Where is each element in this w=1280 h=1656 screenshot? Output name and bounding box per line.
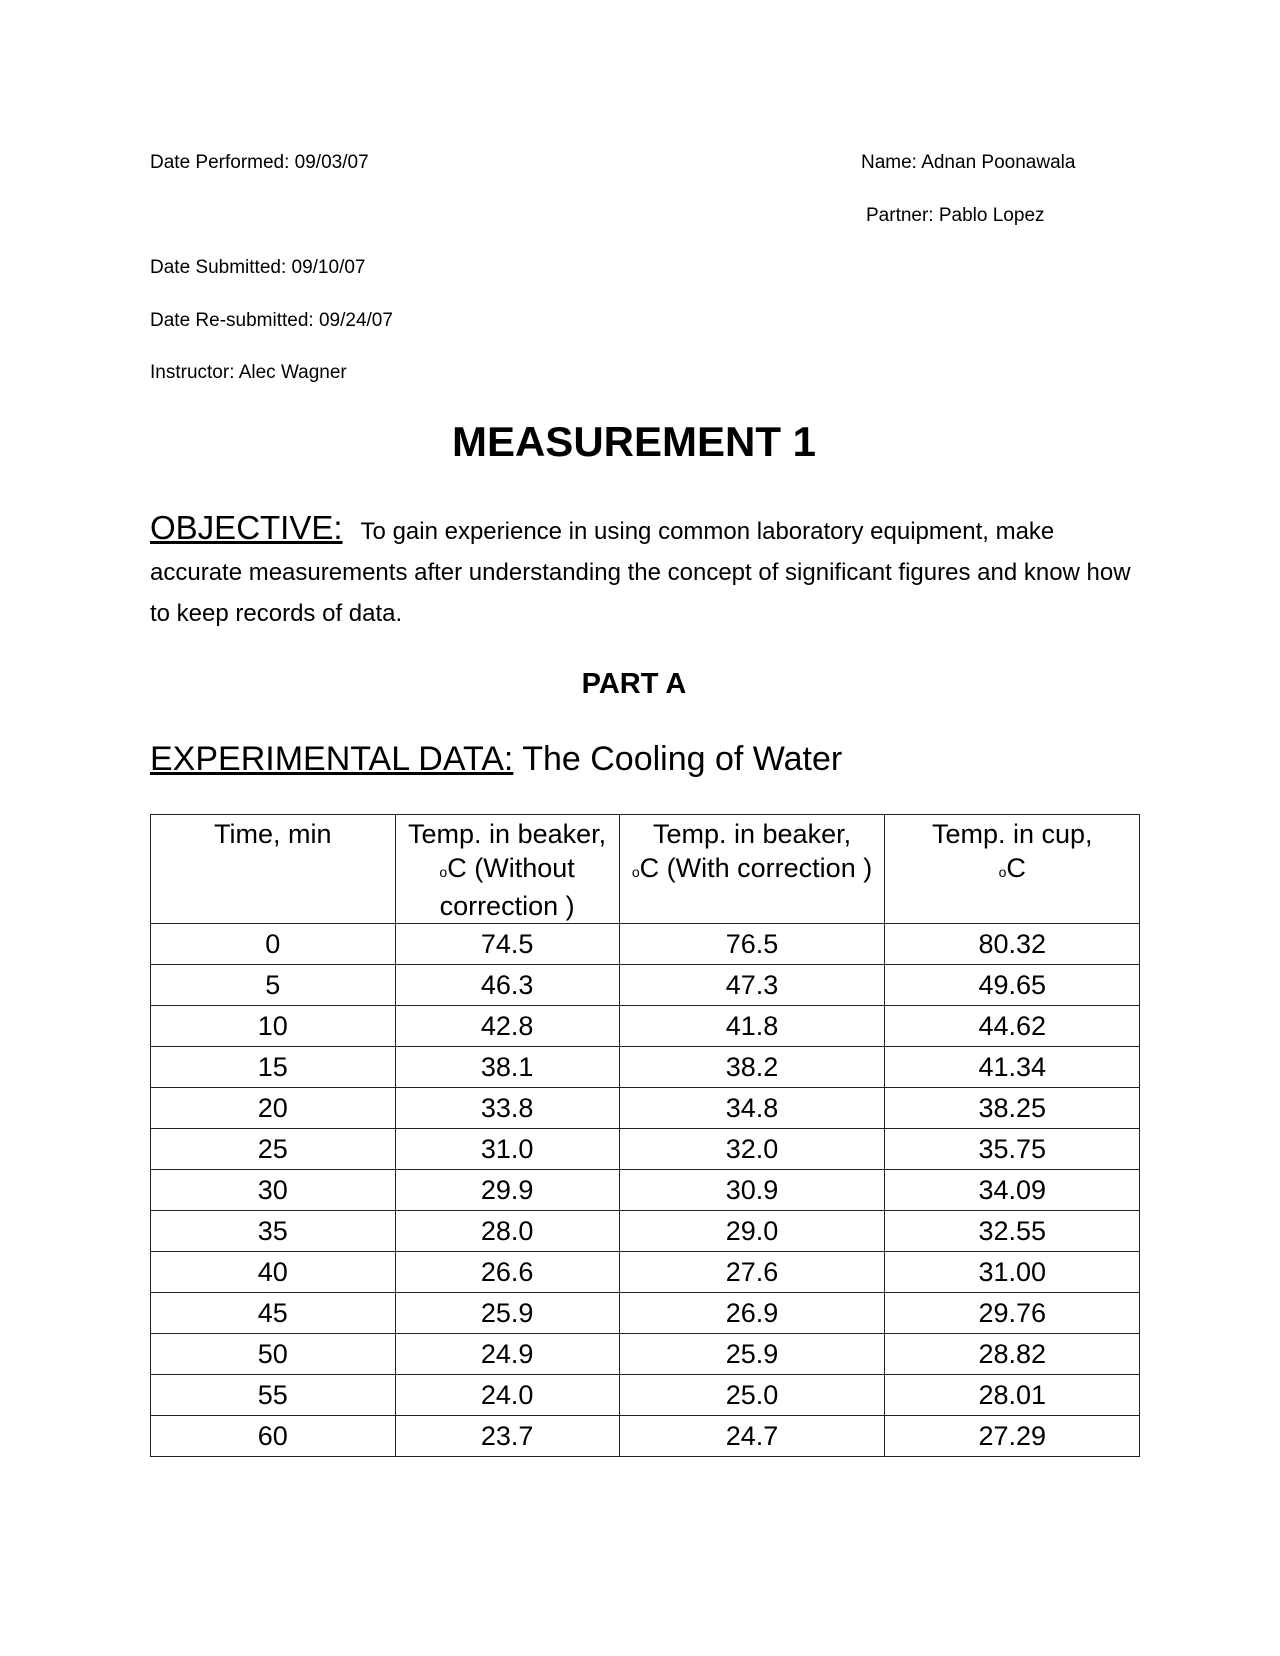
table-cell: 45 [150, 1292, 396, 1334]
table-cell: 49.65 [884, 964, 1140, 1006]
table-row: 0 74.5 76.5 80.32 [150, 923, 1140, 965]
table-cell: 76.5 [618, 923, 886, 965]
table-cell: 80.32 [884, 923, 1140, 965]
table-cell: 33.8 [394, 1087, 620, 1129]
table-cell: 74.5 [394, 923, 620, 965]
table-cell: 38.1 [394, 1046, 620, 1088]
table-cell: 25.9 [394, 1292, 620, 1334]
table-cell: 28.82 [884, 1333, 1140, 1375]
table-row: 45 25.9 26.9 29.76 [150, 1292, 1140, 1334]
table-cell: 26.9 [618, 1292, 886, 1334]
table-cell: 40 [150, 1251, 396, 1293]
experimental-heading: EXPERIMENTAL DATA: The Cooling of Water [150, 740, 842, 779]
table-cell: 34.8 [618, 1087, 886, 1129]
table-cell: 30 [150, 1169, 396, 1211]
table-cell: 35 [150, 1210, 396, 1252]
date-performed: Date Performed: 09/03/07 [150, 152, 369, 173]
table-row: 30 29.9 30.9 34.09 [150, 1169, 1140, 1211]
column-header: Temp. in beaker, oC (With correction ) [618, 814, 886, 924]
experimental-subtitle: The Cooling of Water [513, 740, 843, 778]
table-cell: 27.29 [884, 1415, 1140, 1457]
table-row: 35 28.0 29.0 32.55 [150, 1210, 1140, 1252]
table-cell: 29.0 [618, 1210, 886, 1252]
cooling-data-table: Time, min Temp. in beaker, oC (Without cor… [150, 814, 1140, 1457]
column-header: Temp. in beaker, oC (Without correction ) [394, 814, 620, 924]
table-cell: 31.0 [394, 1128, 620, 1170]
table-row: 60 23.7 24.7 27.29 [150, 1415, 1140, 1457]
table-cell: 27.6 [618, 1251, 886, 1293]
table-row: 40 26.6 27.6 31.00 [150, 1251, 1140, 1293]
table-cell: 42.8 [394, 1005, 620, 1047]
experimental-label: EXPERIMENTAL DATA: [150, 740, 514, 778]
table-cell: 25 [150, 1128, 396, 1170]
table-cell: 24.9 [394, 1333, 620, 1375]
column-header: Temp. in cup, oC [884, 814, 1140, 924]
table-cell: 10 [150, 1005, 396, 1047]
table-cell: 29.76 [884, 1292, 1140, 1334]
student-name: Name: Adnan Poonawala [861, 152, 1076, 173]
table-row: 50 24.9 25.9 28.82 [150, 1333, 1140, 1375]
table-cell: 28.0 [394, 1210, 620, 1252]
table-cell: 25.0 [618, 1374, 886, 1416]
column-header: Time, min [150, 814, 396, 924]
table-cell: 50 [150, 1333, 396, 1375]
table-cell: 0 [150, 923, 396, 965]
table-row: 20 33.8 34.8 38.25 [150, 1087, 1140, 1129]
table-cell: 30.9 [618, 1169, 886, 1211]
partner-name: Partner: Pablo Lopez [866, 205, 1045, 226]
objective-text: To gain experience in using common labor… [150, 518, 1131, 627]
table-cell: 32.0 [618, 1128, 886, 1170]
table-row: 55 24.0 25.0 28.01 [150, 1374, 1140, 1416]
table-cell: 55 [150, 1374, 396, 1416]
table-cell: 28.01 [884, 1374, 1140, 1416]
table-cell: 24.0 [394, 1374, 620, 1416]
table-cell: 24.7 [618, 1415, 886, 1457]
instructor: Instructor: Alec Wagner [150, 362, 347, 383]
table-cell: 47.3 [618, 964, 886, 1006]
table-cell: 60 [150, 1415, 396, 1457]
table-cell: 41.34 [884, 1046, 1140, 1088]
table-cell: 29.9 [394, 1169, 620, 1211]
table-cell: 46.3 [394, 964, 620, 1006]
table-cell: 31.00 [884, 1251, 1140, 1293]
table-cell: 44.62 [884, 1005, 1140, 1047]
table-row: 15 38.1 38.2 41.34 [150, 1046, 1140, 1088]
table-cell: 34.09 [884, 1169, 1140, 1211]
table-cell: 20 [150, 1087, 396, 1129]
table-row: 25 31.0 32.0 35.75 [150, 1128, 1140, 1170]
table-cell: 41.8 [618, 1005, 886, 1047]
table-header-row: Time, min Temp. in beaker, oC (Without cor… [150, 814, 1140, 924]
objective-paragraph: OBJECTIVE: To gain experience in using co… [150, 507, 1140, 634]
table-cell: 32.55 [884, 1210, 1140, 1252]
date-resubmitted: Date Re-submitted: 09/24/07 [150, 310, 393, 331]
table-cell: 38.2 [618, 1046, 886, 1088]
table-row: 10 42.8 41.8 44.62 [150, 1005, 1140, 1047]
objective-label: OBJECTIVE: [150, 509, 343, 546]
part-heading: PART A [581, 668, 687, 700]
table-cell: 35.75 [884, 1128, 1140, 1170]
table-cell: 5 [150, 964, 396, 1006]
table-cell: 15 [150, 1046, 396, 1088]
table-cell: 26.6 [394, 1251, 620, 1293]
date-submitted: Date Submitted: 09/10/07 [150, 257, 366, 278]
table-row: 5 46.3 47.3 49.65 [150, 964, 1140, 1006]
table-cell: 38.25 [884, 1087, 1140, 1129]
page-title: MEASUREMENT 1 [451, 418, 817, 465]
table-cell: 23.7 [394, 1415, 620, 1457]
table-cell: 25.9 [618, 1333, 886, 1375]
